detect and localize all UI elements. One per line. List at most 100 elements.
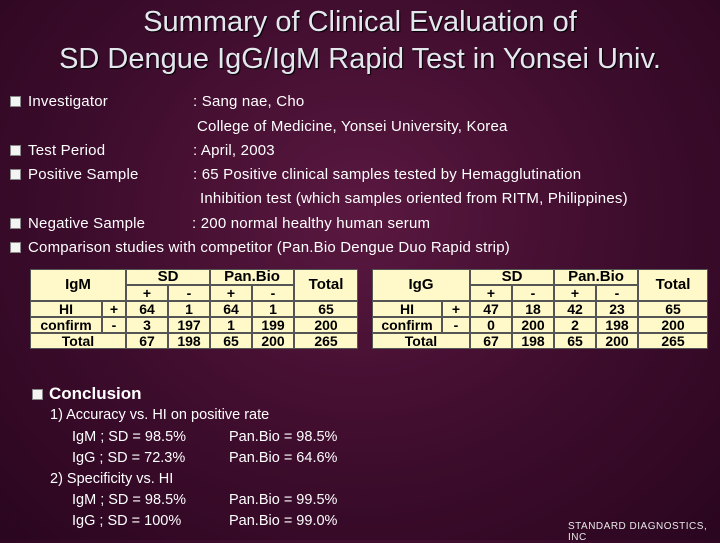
table-cell: 23	[596, 301, 638, 317]
row-sign: +	[442, 301, 470, 317]
table-cell: 1	[210, 317, 252, 333]
info-row: Test Period : April, 2003	[10, 142, 275, 160]
table-cell: 265	[294, 333, 358, 349]
table-cell: 65	[294, 301, 358, 317]
row-label: HI	[372, 301, 442, 317]
info-label: Negative Sample	[28, 215, 146, 232]
checkbox-bullet-icon	[10, 169, 21, 180]
minus-header: -	[168, 285, 210, 301]
table-cell: 200	[252, 333, 294, 349]
table-cell: 64	[126, 301, 168, 317]
conclusion-line: IgM ; SD = 98.5%	[72, 429, 187, 445]
table-cell: 0	[470, 317, 512, 333]
info-row: Negative Sample : 200 normal healthy hum…	[10, 215, 430, 233]
row-sign: -	[442, 317, 470, 333]
checkbox-bullet-icon	[32, 389, 43, 400]
table-cell: 197	[168, 317, 210, 333]
conclusion-line: IgG ; SD = 100%	[72, 513, 182, 529]
info-label: Comparison studies with competitor (Pan.…	[28, 239, 510, 256]
checkbox-bullet-icon	[10, 145, 21, 156]
minus-header: -	[512, 285, 554, 301]
table-cell: 265	[638, 333, 708, 349]
conclusion-line: Pan.Bio = 98.5%	[229, 429, 338, 445]
conclusion-heading-text: Conclusion	[49, 384, 142, 403]
conclusion-line: 2) Specificity vs. HI	[50, 471, 174, 487]
table-cell: 65	[638, 301, 708, 317]
conclusion-line: 1) Accuracy vs. HI on positive rate	[50, 407, 270, 423]
info-value: : 65 Positive clinical samples tested by…	[193, 166, 582, 183]
info-value: : Sang nae, Cho	[193, 93, 305, 110]
table-cell: 42	[554, 301, 596, 317]
conclusion-line: Pan.Bio = 99.0%	[229, 513, 338, 529]
total-header: Total	[294, 269, 358, 301]
info-row: Investigator : Sang nae, Cho	[10, 93, 304, 111]
info-value: College of Medicine, Yonsei University, …	[197, 118, 508, 135]
table-row: Total 67 198 65 200 265	[30, 333, 358, 349]
row-label: Total	[30, 333, 126, 349]
plus-header: +	[554, 285, 596, 301]
plus-header: +	[210, 285, 252, 301]
table-cell: 65	[210, 333, 252, 349]
info-row: Comparison studies with competitor (Pan.…	[10, 239, 510, 257]
info-label: Test Period	[28, 142, 106, 159]
table-cell: 200	[294, 317, 358, 333]
info-row: Positive Sample : 65 Positive clinical s…	[10, 166, 581, 184]
table-cell: 198	[168, 333, 210, 349]
plus-header: +	[470, 285, 512, 301]
conclusion-line: IgM ; SD = 98.5%	[72, 492, 187, 508]
row-label: Total	[372, 333, 470, 349]
igg-comparison-table: IgG SD Pan.Bio Total + - + - HI + 47 18 …	[372, 269, 708, 349]
table-cell: 67	[126, 333, 168, 349]
table-cell: 67	[470, 333, 512, 349]
slide-title: Summary of Clinical Evaluation of SD Den…	[0, 4, 720, 78]
info-label: Positive Sample	[28, 166, 139, 183]
total-header: Total	[638, 269, 708, 301]
checkbox-bullet-icon	[10, 96, 21, 107]
table-cell: 200	[512, 317, 554, 333]
minus-header: -	[252, 285, 294, 301]
sd-header: SD	[470, 269, 554, 285]
conclusion-line: IgG ; SD = 72.3%	[72, 450, 186, 466]
table-cell: 18	[512, 301, 554, 317]
info-value: : 200 normal healthy human serum	[192, 215, 431, 232]
table-cell: 3	[126, 317, 168, 333]
sd-header: SD	[126, 269, 210, 285]
row-label: confirm	[372, 317, 442, 333]
conclusion-line: Pan.Bio = 64.6%	[229, 450, 338, 466]
info-value: : April, 2003	[193, 142, 275, 159]
row-sign: -	[102, 317, 126, 333]
table-cell: 65	[554, 333, 596, 349]
row-label: HI	[30, 301, 102, 317]
info-label: Investigator	[28, 93, 108, 110]
igm-comparison-table: IgM SD Pan.Bio Total + - + - HI + 64 1 6…	[30, 269, 358, 349]
info-value: Inhibition test (which samples oriented …	[200, 190, 628, 207]
table-row: HI + 64 1 64 1 65	[30, 301, 358, 317]
table-cell: 47	[470, 301, 512, 317]
table-name: IgG	[372, 269, 470, 301]
table-row: confirm - 3 197 1 199 200	[30, 317, 358, 333]
plus-header: +	[126, 285, 168, 301]
table-row: Total 67 198 65 200 265	[372, 333, 708, 349]
company-footer: STANDARD DIAGNOSTICS, INC	[568, 521, 708, 543]
table-row: confirm - 0 200 2 198 200	[372, 317, 708, 333]
table-row: HI + 47 18 42 23 65	[372, 301, 708, 317]
table-cell: 198	[512, 333, 554, 349]
table-name: IgM	[30, 269, 126, 301]
table-cell: 198	[596, 317, 638, 333]
conclusion-line: Pan.Bio = 99.5%	[229, 492, 338, 508]
table-cell: 200	[638, 317, 708, 333]
row-label: confirm	[30, 317, 102, 333]
title-line-2: SD Dengue IgG/IgM Rapid Test in Yonsei U…	[59, 43, 661, 75]
table-cell: 1	[252, 301, 294, 317]
table-cell: 1	[168, 301, 210, 317]
minus-header: -	[596, 285, 638, 301]
table-cell: 199	[252, 317, 294, 333]
checkbox-bullet-icon	[10, 218, 21, 229]
table-cell: 64	[210, 301, 252, 317]
row-sign: +	[102, 301, 126, 317]
title-line-1: Summary of Clinical Evaluation of	[143, 6, 577, 38]
table-cell: 2	[554, 317, 596, 333]
checkbox-bullet-icon	[10, 242, 21, 253]
table-cell: 200	[596, 333, 638, 349]
conclusion-heading: Conclusion	[32, 384, 142, 404]
